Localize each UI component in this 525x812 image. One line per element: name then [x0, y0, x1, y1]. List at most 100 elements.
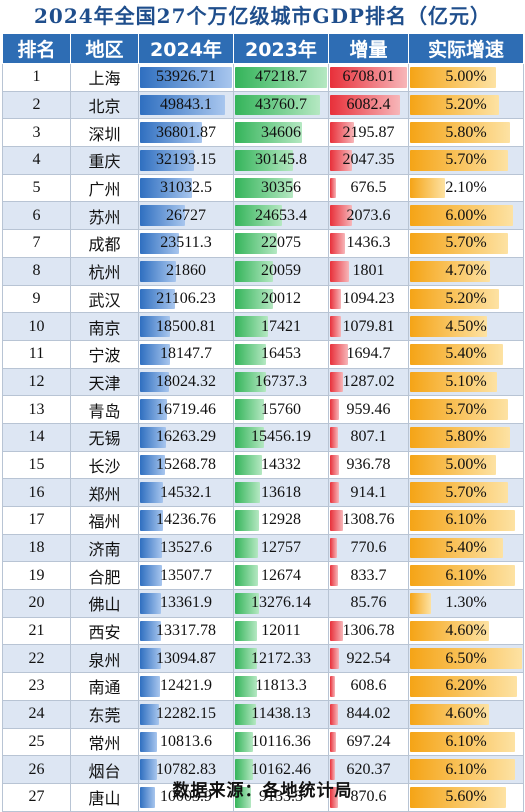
- city-cell: 天津: [70, 367, 139, 397]
- rank-cell: 1: [2, 63, 71, 92]
- gdp-2023-bar: [235, 537, 259, 559]
- city-cell: 苏州: [70, 201, 139, 231]
- city-cell: 济南: [70, 533, 139, 563]
- rank-cell: 23: [2, 672, 71, 701]
- increase-bar: [330, 205, 353, 227]
- gdp-2023-cell: 12928: [233, 506, 329, 535]
- growth-cell: 4.60%: [408, 699, 524, 729]
- gdp-2024-label: 12282.15: [156, 705, 216, 723]
- growth-bar: [410, 205, 514, 227]
- table-row: 12 天津 18024.32 16737.3 1287.02 5.10%: [2, 367, 524, 397]
- gdp-2023-cell: 24653.4: [233, 201, 329, 231]
- increase-bar: [330, 177, 336, 199]
- growth-label: 5.40%: [445, 345, 487, 363]
- city-cell: 广州: [70, 173, 139, 203]
- city-cell: 南京: [70, 312, 139, 341]
- gdp-2024-cell: 10782.83: [138, 755, 234, 784]
- growth-label: 2.10%: [445, 179, 487, 197]
- table-row: 14 无锡 16263.29 15456.19 807.1 5.80%: [2, 422, 524, 452]
- increase-label: 833.7: [350, 566, 387, 584]
- increase-label: 676.5: [350, 179, 387, 197]
- increase-label: 1801: [352, 262, 385, 280]
- gdp-2024-bar: [140, 177, 193, 199]
- gdp-2023-label: 15760: [261, 400, 301, 418]
- increase-label: 6708.01: [342, 68, 395, 86]
- gdp-2023-cell: 47218.7: [233, 63, 329, 92]
- growth-bar: [410, 648, 522, 670]
- gdp-2023-label: 10162.46: [251, 760, 311, 778]
- gdp-2023-cell: 17421: [233, 312, 329, 341]
- city-cell: 泉州: [70, 644, 139, 674]
- gdp-2023-cell: 9133.3: [233, 782, 329, 812]
- gdp-2023-bar: [235, 316, 268, 337]
- growth-cell: 6.00%: [408, 201, 524, 231]
- increase-bar: [330, 510, 344, 531]
- growth-bar: [410, 316, 487, 337]
- increase-cell: 85.76: [328, 589, 409, 618]
- growth-cell: 4.70%: [408, 256, 524, 286]
- gdp-2023-bar: [235, 565, 259, 587]
- growth-label: 4.70%: [445, 262, 487, 280]
- gdp-2023-label: 10116.36: [251, 732, 311, 750]
- increase-bar: [330, 399, 340, 420]
- gdp-2023-label: 22075: [261, 234, 301, 252]
- growth-label: 4.50%: [445, 317, 487, 335]
- increase-label: 1079.81: [342, 317, 395, 335]
- increase-cell: 922.54: [328, 644, 409, 674]
- gdp-2024-label: 14532.1: [160, 483, 212, 501]
- growth-cell: 5.70%: [408, 478, 524, 507]
- city-cell: 长沙: [70, 450, 139, 480]
- gdp-2023-label: 16737.3: [255, 372, 307, 390]
- growth-label: 5.70%: [445, 483, 487, 501]
- gdp-2024-bar: [140, 94, 225, 116]
- gdp-2024-label: 18147.7: [160, 345, 212, 363]
- gdp-2024-label: 16719.46: [156, 400, 216, 418]
- increase-label: 914.1: [350, 483, 387, 501]
- rank-cell: 3: [2, 118, 71, 148]
- increase-cell: 1306.78: [328, 616, 409, 646]
- gdp-2024-label: 18024.32: [156, 372, 216, 390]
- gdp-2024-bar: [140, 122, 203, 144]
- gdp-2024-label: 13094.87: [156, 649, 216, 667]
- gdp-2023-bar: [235, 648, 258, 670]
- increase-label: 1306.78: [342, 622, 395, 640]
- rank-cell: 17: [2, 506, 71, 535]
- increase-cell: 6708.01: [328, 63, 409, 92]
- growth-cell: 6.10%: [408, 727, 524, 757]
- gdp-2023-label: 16453: [261, 345, 301, 363]
- growth-cell: 5.10%: [408, 367, 524, 397]
- increase-cell: 1436.3: [328, 229, 409, 258]
- increase-cell: 1287.02: [328, 367, 409, 397]
- increase-bar: [330, 150, 353, 171]
- increase-bar: [330, 288, 341, 310]
- increase-bar: [330, 731, 337, 753]
- header-increase: 增量: [328, 33, 409, 64]
- gdp-2024-cell: 18147.7: [138, 339, 234, 369]
- growth-bar: [410, 676, 517, 697]
- table-row: 24 东莞 12282.15 11438.13 844.02 4.60%: [2, 699, 524, 729]
- rank-cell: 5: [2, 173, 71, 203]
- gdp-2024-cell: 15268.78: [138, 450, 234, 480]
- growth-bar: [410, 260, 491, 282]
- increase-label: 936.78: [346, 455, 391, 473]
- growth-label: 6.10%: [445, 760, 487, 778]
- gdp-2023-cell: 11813.3: [233, 672, 329, 701]
- gdp-2023-label: 47218.7: [255, 68, 307, 86]
- gdp-2024-bar: [140, 288, 175, 310]
- growth-label: 6.00%: [445, 206, 487, 224]
- table-row: 20 佛山 13361.9 13276.14 85.76 1.30%: [2, 589, 524, 618]
- increase-label: 6082.4: [346, 96, 391, 114]
- gdp-2024-bar: [140, 67, 232, 88]
- gdp-2024-label: 21106.23: [156, 289, 216, 307]
- city-cell: 合肥: [70, 561, 139, 591]
- rank-cell: 2: [2, 90, 71, 120]
- gdp-2024-bar: [140, 593, 162, 614]
- gdp-2024-bar: [140, 648, 161, 670]
- growth-label: 1.30%: [445, 594, 487, 612]
- rank-cell: 4: [2, 146, 71, 175]
- increase-label: 2195.87: [342, 123, 395, 141]
- increase-label: 870.6: [350, 788, 387, 806]
- increase-bar: [330, 426, 338, 448]
- growth-label: 5.70%: [445, 151, 487, 169]
- increase-bar: [330, 786, 339, 808]
